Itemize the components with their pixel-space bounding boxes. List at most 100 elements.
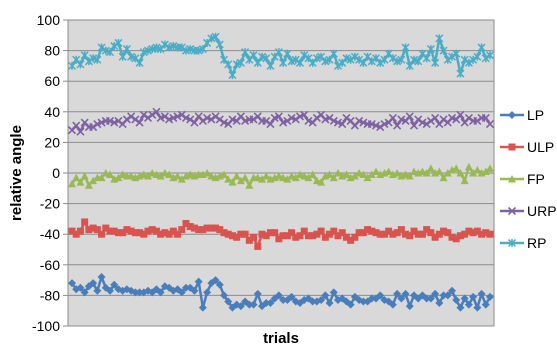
data-point-ulp	[351, 233, 359, 241]
data-point-ulp	[241, 230, 249, 238]
data-point-rp	[101, 46, 110, 55]
data-point-lp	[469, 292, 478, 301]
data-point-fp	[342, 170, 351, 179]
data-point-rp	[122, 45, 131, 54]
data-point-ulp	[330, 227, 338, 235]
data-point-fp	[325, 170, 334, 179]
data-point-lp	[426, 294, 435, 303]
data-point-lp	[215, 280, 224, 289]
data-point-fp	[464, 162, 473, 171]
data-point-ulp	[364, 226, 372, 234]
data-point-lp	[156, 288, 165, 297]
data-point-ulp	[473, 227, 481, 235]
data-point-rp	[460, 55, 469, 64]
data-point-lp	[220, 291, 228, 300]
data-point-rp	[152, 43, 161, 52]
data-point-lp	[456, 303, 465, 312]
data-point-rp	[228, 71, 237, 80]
data-point-ulp	[342, 233, 350, 241]
data-point-urp	[481, 113, 490, 122]
data-point-ulp	[283, 232, 291, 240]
data-point-fp	[426, 164, 435, 172]
data-point-lp	[321, 291, 330, 300]
data-point-fp	[481, 167, 490, 175]
data-point-urp	[76, 127, 85, 136]
data-point-ulp	[452, 235, 460, 243]
data-point-urp	[89, 123, 98, 132]
data-point-lp	[477, 289, 486, 298]
data-point-rp	[89, 54, 98, 63]
legend-item-ulp: ULP	[500, 139, 554, 155]
data-point-rp	[283, 49, 292, 58]
data-point-lp	[464, 300, 473, 309]
data-point-fp	[258, 175, 266, 183]
data-point-fp	[355, 169, 364, 177]
data-point-rp	[84, 57, 93, 66]
data-point-urp	[431, 113, 440, 122]
data-point-fp	[317, 178, 326, 186]
data-point-ulp	[456, 232, 464, 240]
data-point-fp	[443, 169, 452, 177]
data-point-fp	[236, 176, 245, 185]
data-point-fp	[186, 170, 195, 179]
legend-label-lp: LP	[527, 107, 544, 123]
data-point-fp	[127, 172, 136, 180]
data-point-ulp	[469, 229, 477, 237]
data-point-rp	[143, 46, 153, 55]
data-point-ulp	[279, 232, 287, 240]
data-point-rp	[388, 54, 397, 63]
data-point-lp	[177, 288, 186, 297]
data-point-urp	[274, 112, 283, 121]
data-point-ulp	[317, 227, 325, 235]
data-point-fp	[300, 172, 309, 180]
data-point-rp	[409, 55, 419, 64]
data-point-urp	[139, 110, 148, 119]
data-point-rp	[97, 43, 106, 52]
data-point-fp	[203, 169, 212, 177]
data-point-ulp	[119, 229, 127, 237]
data-point-fp	[439, 173, 448, 182]
data-point-ulp	[123, 226, 131, 234]
data-point-ulp	[389, 230, 397, 238]
data-point-fp	[173, 172, 182, 180]
data-point-fp	[262, 172, 271, 180]
data-point-fp	[144, 172, 152, 180]
data-point-fp	[367, 170, 376, 179]
data-point-fp	[405, 172, 414, 180]
data-point-urp	[456, 110, 465, 119]
data-point-rp	[422, 54, 431, 63]
data-point-rp	[249, 51, 258, 60]
data-point-rp	[464, 58, 473, 67]
data-point-lp	[245, 300, 254, 309]
data-point-ulp	[228, 232, 236, 240]
data-point-ulp	[98, 230, 106, 238]
data-point-lp	[452, 295, 461, 304]
data-point-rp	[359, 58, 368, 67]
data-point-urp	[143, 113, 153, 122]
data-point-lp	[253, 289, 262, 298]
legend-label-rp: RP	[527, 235, 546, 251]
data-point-fp	[456, 169, 465, 177]
y-tick-labels: 100 80 60 40 20 0 -20 -40 -60 -80 -100	[32, 12, 68, 334]
data-point-ulp	[106, 227, 114, 235]
data-point-ulp	[262, 232, 270, 240]
data-point-lp	[439, 291, 448, 300]
data-point-lp	[367, 294, 376, 303]
data-point-ulp	[76, 227, 84, 235]
x-axis-title: trials	[263, 330, 299, 347]
data-point-fp	[114, 173, 123, 182]
data-point-urp	[388, 113, 397, 122]
data-point-ulp	[313, 230, 321, 238]
data-point-ulp	[250, 233, 258, 241]
data-point-ulp	[448, 233, 456, 241]
data-point-rp	[481, 54, 490, 63]
data-point-urp	[291, 115, 300, 124]
data-point-urp	[190, 118, 199, 127]
data-point-lp	[329, 288, 338, 297]
y-tick-label: 0	[52, 165, 60, 181]
data-point-ulp	[102, 224, 110, 232]
data-point-ulp	[237, 230, 245, 238]
data-point-fp	[139, 170, 148, 179]
data-point-fp	[372, 167, 380, 175]
data-point-fp	[384, 167, 393, 175]
